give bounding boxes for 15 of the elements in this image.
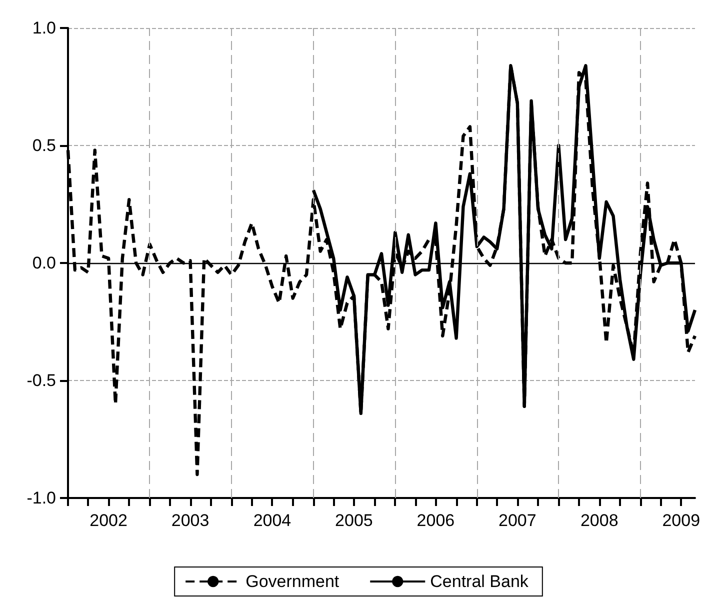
legend-label: Government xyxy=(246,572,340,591)
y-tick-label: 0.5 xyxy=(32,136,56,155)
x-tick-label: 2005 xyxy=(335,511,373,530)
x-tick-label: 2003 xyxy=(171,511,210,530)
x-tick-label: 2008 xyxy=(580,511,618,530)
x-tick-label: 2002 xyxy=(90,511,128,530)
x-tick-label: 2007 xyxy=(498,511,536,530)
x-tick-label: 2006 xyxy=(416,511,455,530)
y-tick-label: -1.0 xyxy=(26,488,56,508)
legend-label: Central Bank xyxy=(430,572,529,591)
x-tick-label: 2009 xyxy=(662,511,700,530)
x-tick-label: 2004 xyxy=(253,511,292,530)
y-tick-label: -0.5 xyxy=(26,371,56,390)
y-tick-label: 0.0 xyxy=(32,254,56,272)
y-tick-label: 1.0 xyxy=(32,18,56,38)
